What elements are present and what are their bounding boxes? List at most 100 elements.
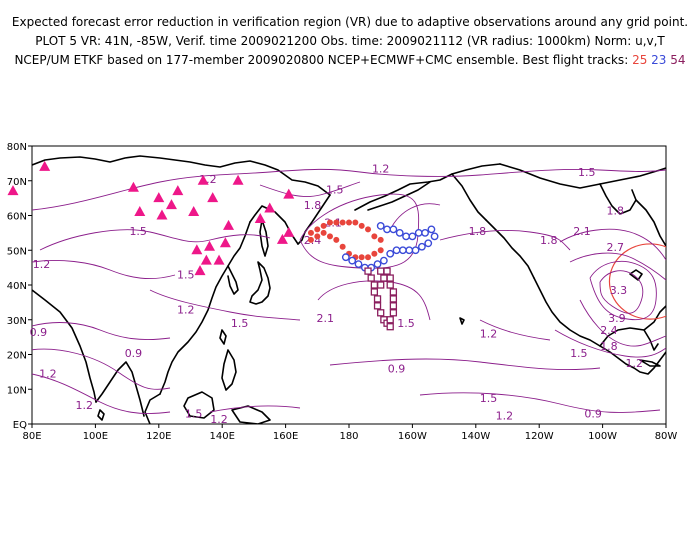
contour-line <box>32 260 176 280</box>
x-tick-label: 180 <box>339 431 358 442</box>
coast-north-america-west <box>533 277 666 375</box>
contour-label: 3.9 <box>608 312 626 325</box>
triangle-marker <box>153 192 165 203</box>
triangle-marker <box>232 174 244 185</box>
track-b-point <box>402 232 410 241</box>
coast-taiwan <box>219 329 227 345</box>
contour-label: 1.5 <box>480 392 498 405</box>
track-b-point <box>430 232 439 241</box>
coast-gulf-mexico <box>599 305 666 347</box>
track-c-point <box>370 288 379 296</box>
contour-label: 1.8 <box>304 199 322 212</box>
contour-label: 1.5 <box>570 347 588 360</box>
x-tick-label: 140E <box>209 431 234 442</box>
coast-cuba <box>639 359 661 367</box>
contour-label: 1.8 <box>540 234 558 247</box>
track-b-point <box>427 225 436 234</box>
track-c-point <box>377 309 385 317</box>
coast-sakhalin <box>259 219 269 257</box>
contour-label: 1.5 <box>129 225 147 238</box>
track-a-point <box>333 219 340 226</box>
triangle-marker <box>172 185 184 196</box>
contour-line <box>439 230 571 251</box>
contour-line <box>589 260 657 321</box>
coast-bay-bengal <box>95 361 145 417</box>
contour-line <box>209 405 301 413</box>
y-tick-label: 10N <box>7 385 27 396</box>
triangle-marker <box>39 160 51 171</box>
track-b-point <box>386 249 395 258</box>
track-b-point <box>414 228 423 237</box>
x-tick-label: 100W <box>588 431 617 442</box>
coast-japan <box>249 261 271 305</box>
contour-label: 1.2 <box>33 258 51 271</box>
track-c-point <box>386 323 394 331</box>
contour-label: 1.2 <box>496 409 514 422</box>
track-c-point <box>389 302 398 310</box>
coast-canada-west <box>485 219 535 279</box>
track-a-point <box>307 229 314 236</box>
triangle-marker <box>276 233 288 244</box>
contour-line <box>32 348 171 390</box>
contour-line <box>329 358 601 371</box>
contour-line <box>389 203 441 231</box>
verification-region <box>608 243 666 320</box>
track-a-point <box>307 236 314 243</box>
contour-label: 2.7 <box>607 241 625 254</box>
x-tick-label: 160W <box>398 431 427 442</box>
coast-indochina <box>144 393 161 424</box>
x-tick-label: 80W <box>655 431 678 442</box>
coast-india <box>32 289 97 403</box>
verification-circle <box>608 243 666 320</box>
track-a-point <box>346 219 352 226</box>
coast-arctic-asia <box>32 155 331 196</box>
y-tick-label: 30N <box>7 316 27 327</box>
flight-track-c <box>364 267 398 331</box>
track-b-point <box>398 246 407 255</box>
triangle-marker <box>283 188 295 199</box>
contour-label: 2.4 <box>600 324 618 337</box>
contour-line <box>259 181 361 197</box>
y-tick-label: 50N <box>7 246 27 257</box>
contour-line <box>39 229 271 251</box>
triangle-marker <box>191 244 203 255</box>
coast-aleutians <box>367 181 431 211</box>
contour-label: 1.5 <box>578 166 596 179</box>
contour-label: 0.9 <box>584 408 602 421</box>
triangle-marker <box>200 254 212 265</box>
coast-hawaii <box>459 317 465 325</box>
coast-alaska-gulf <box>451 173 487 221</box>
track-a-label: 25 <box>632 53 648 67</box>
triangle-marker <box>188 206 200 217</box>
coast-florida <box>643 329 659 351</box>
flight-track-b <box>341 222 439 272</box>
coast-great-lakes <box>629 269 643 281</box>
track-a-point <box>339 243 346 250</box>
triangle-marker <box>7 185 19 196</box>
y-tick-label: 80N <box>7 142 27 153</box>
x-axis: 80E 100E 120E 140E 160E 180 160W 140W 120W 100W 80… <box>22 424 677 442</box>
title-line-3: NCEP/UM ETKF based on 177-member 2009020… <box>0 53 700 67</box>
contour-label: 1.8 <box>600 340 618 353</box>
track-a-point <box>333 236 340 243</box>
track-a-point <box>339 219 346 226</box>
contour-label: 1.8 <box>607 204 625 217</box>
contour-label: 1.5 <box>177 269 195 282</box>
track-c-point <box>386 281 394 289</box>
track-b-point <box>373 260 382 269</box>
contour-line <box>479 319 551 341</box>
y-tick-label: 20N <box>7 351 27 362</box>
track-c-point <box>386 316 394 324</box>
track-c-point <box>389 295 398 303</box>
contour-label: 1.2 <box>480 328 498 341</box>
track-a-point <box>371 233 378 240</box>
triangle-marker <box>283 226 295 237</box>
contour-line <box>149 289 301 321</box>
triangle-marker <box>264 202 276 213</box>
track-a-point <box>320 222 327 229</box>
x-tick-label: 100E <box>83 431 108 442</box>
contour-line <box>559 228 666 261</box>
track-c-point <box>380 274 388 282</box>
track-a-point <box>365 226 372 233</box>
